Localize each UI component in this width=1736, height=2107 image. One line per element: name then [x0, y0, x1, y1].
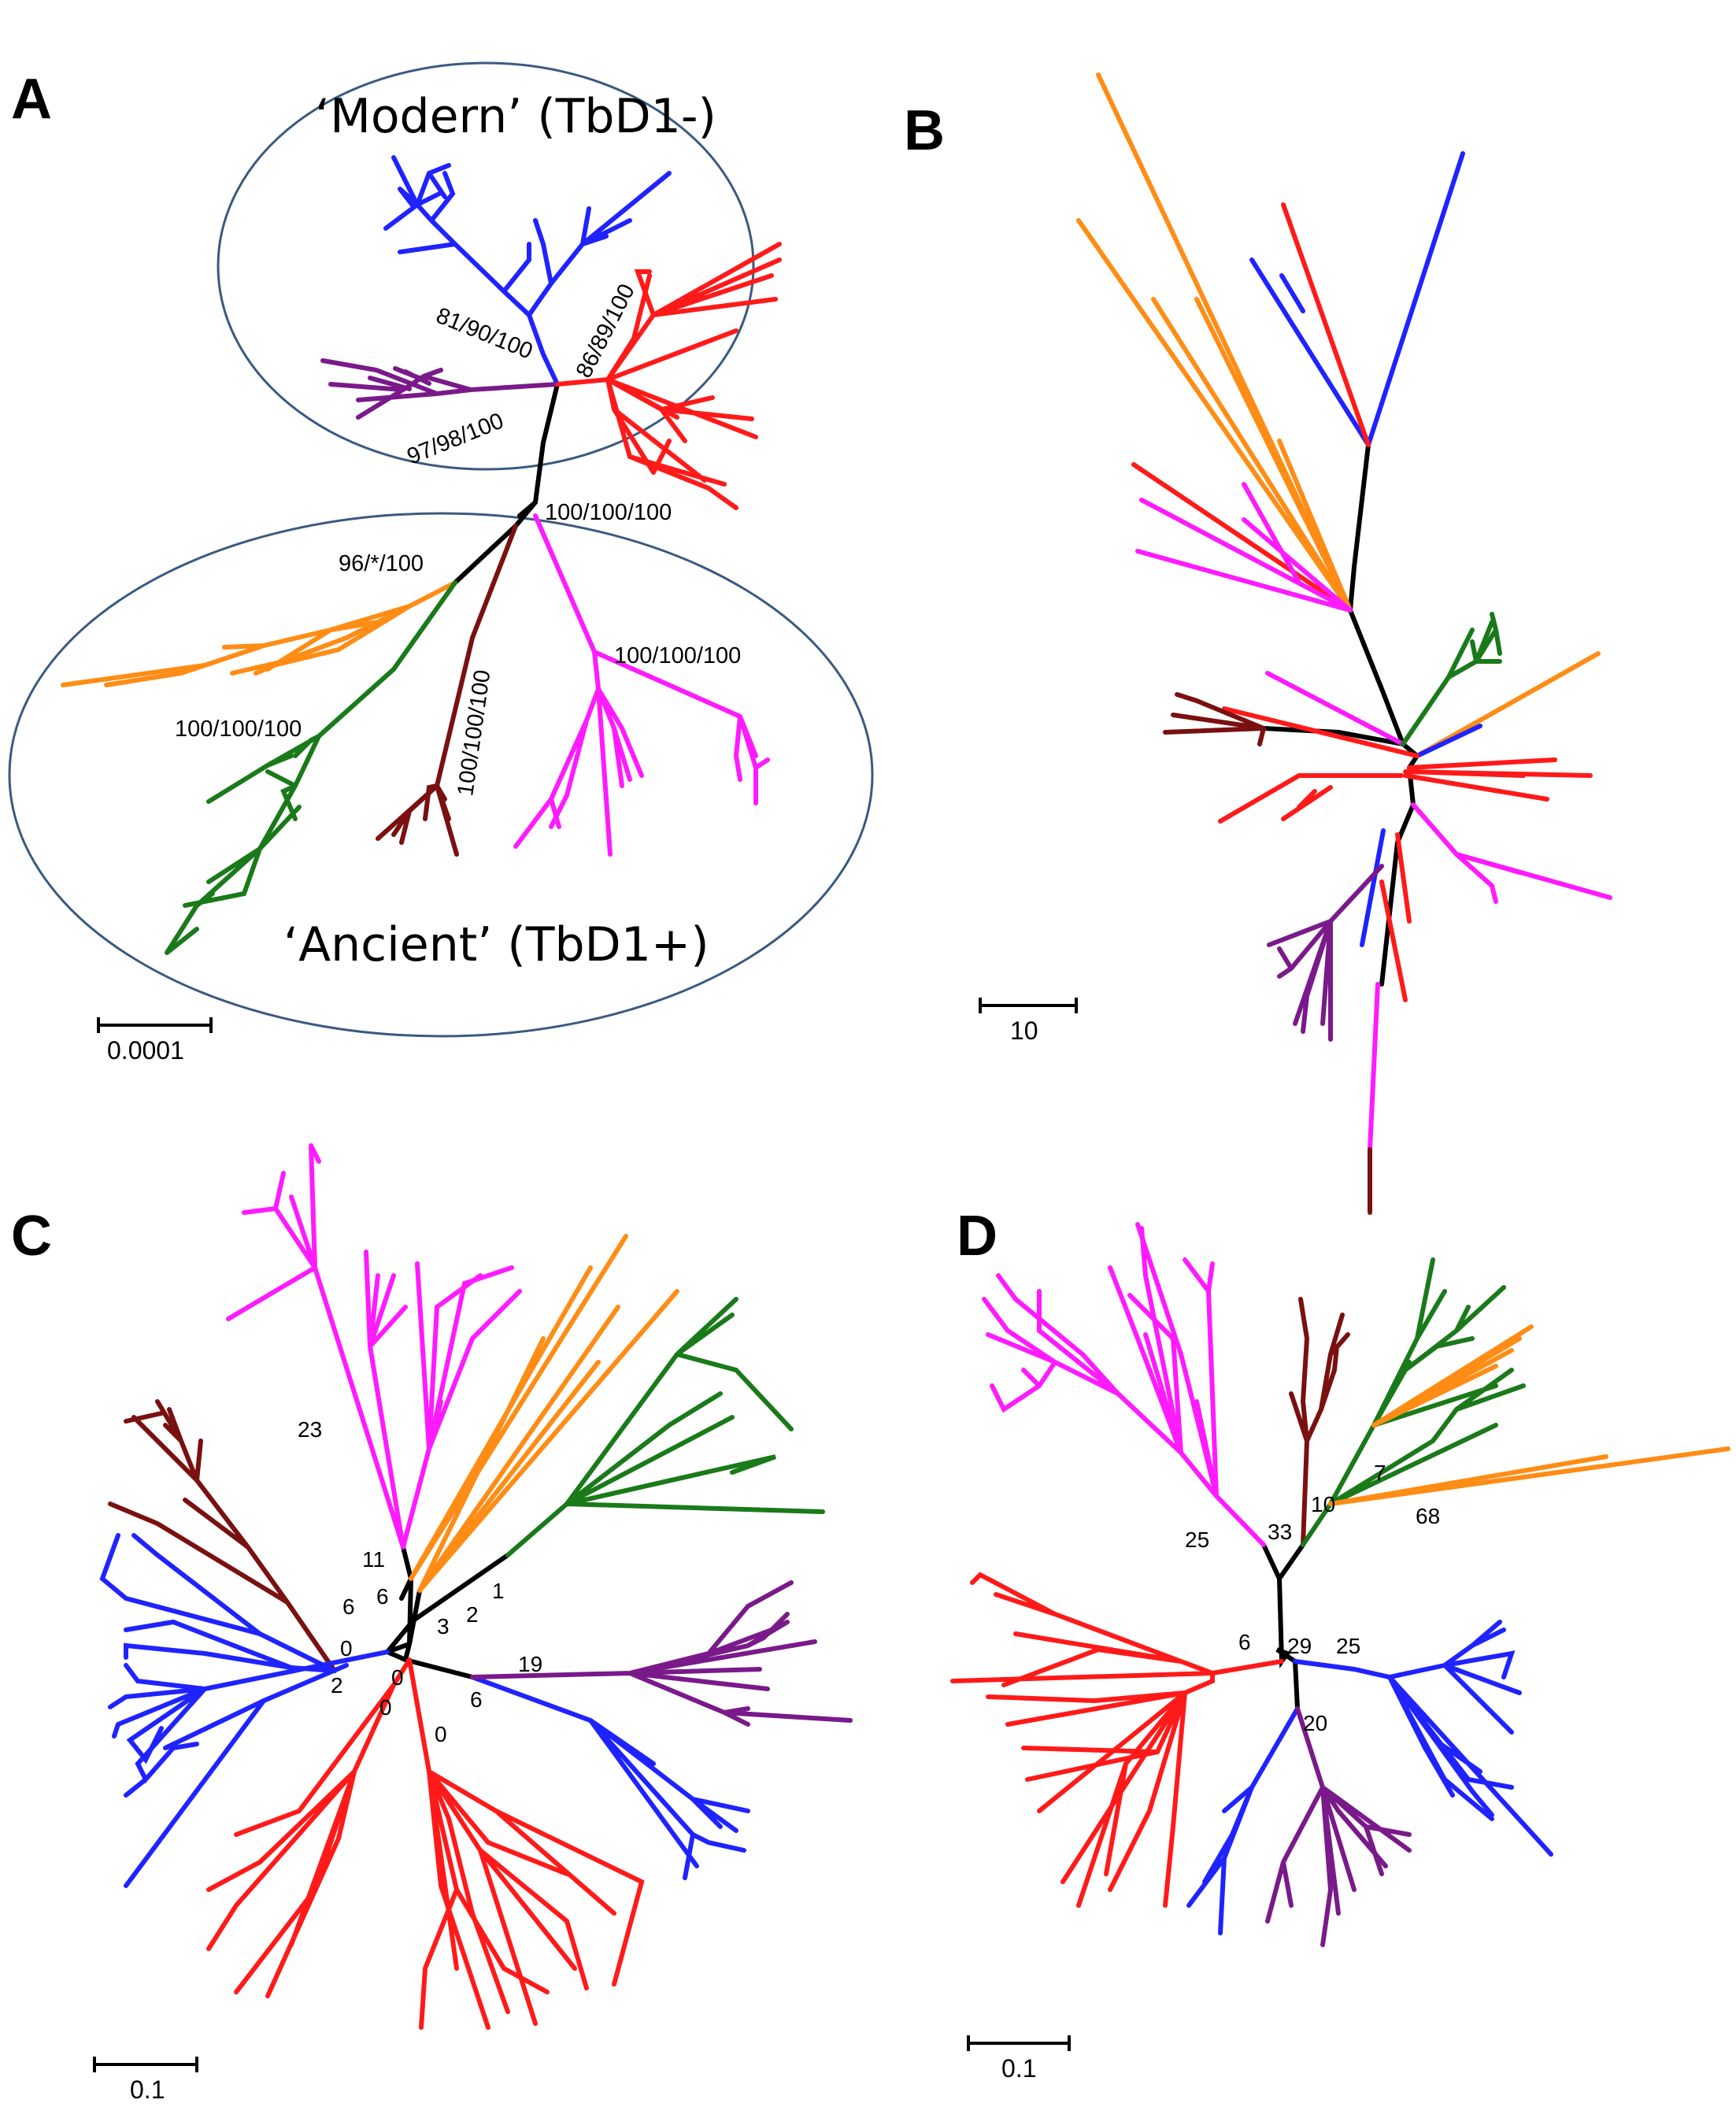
tree-b-magenta-branches	[1135, 482, 1612, 1152]
panel-b: B 10	[904, 72, 1612, 1215]
modern-group-ellipse	[217, 61, 755, 471]
tree-a-magenta-clade	[513, 513, 770, 857]
node-label-d-center-lower: 29	[1287, 1634, 1312, 1658]
scale-bar-a-label: 0.0001	[107, 1036, 184, 1065]
node-label-c-darkred: 6	[342, 1594, 355, 1619]
node-label-c-magenta: 23	[298, 1417, 322, 1442]
support-value-magenta-node: 100/100/100	[614, 643, 741, 668]
ancient-group-ellipse	[8, 512, 874, 1038]
tree-d-backbone	[1261, 1542, 1305, 1711]
tree-a-backbone-stub	[517, 500, 538, 518]
node-label-c-orange: 6	[376, 1584, 389, 1609]
node-label-c-orange-inner: 3	[437, 1614, 450, 1639]
tree-a-darkred-clade	[376, 524, 518, 857]
tree-a-support-values: 81/90/100 86/89/100 97/98/100 100/100/10…	[175, 280, 741, 798]
tree-a-purple-clade	[320, 358, 560, 420]
tree-c-blue-branches	[99, 1533, 750, 1888]
node-label-d-green: 10	[1311, 1492, 1335, 1516]
tree-b-branches	[1076, 72, 1612, 1215]
tree-d-red-branches	[950, 1572, 1284, 1908]
node-label-c-red-right: 0	[435, 1722, 447, 1746]
scale-bar-d-label: 0.1	[1001, 2054, 1036, 2083]
node-label-d-magenta: 25	[1185, 1527, 1209, 1552]
node-label-c-blue-lower: 2	[331, 1673, 343, 1698]
support-value-blue-node: 81/90/100	[432, 303, 536, 365]
panel-a: A ‘Modern’ (TbD1-) ‘Ancient’ (TbD1+) 8	[8, 61, 874, 1065]
support-value-purple-node: 97/98/100	[404, 408, 508, 469]
tree-c-green-branches	[505, 1297, 825, 1557]
scale-bar-c-label: 0.1	[130, 2076, 165, 2104]
panel-d-letter: D	[957, 1205, 998, 1268]
node-label-d-orange-inner: 7	[1374, 1461, 1386, 1485]
node-label-c-green-b: 1	[492, 1579, 505, 1603]
tree-d-branches	[950, 1222, 1730, 1947]
tree-c-magenta-branches	[226, 1143, 522, 1550]
tree-d-orange-branches	[1328, 1324, 1730, 1506]
tree-b-green-branches	[1401, 612, 1502, 746]
tree-d-purple-branches	[1265, 1706, 1412, 1947]
scale-bar-c: 0.1	[93, 2057, 198, 2104]
modern-group-label: ‘Modern’ (TbD1-)	[315, 89, 716, 144]
tree-c-branches	[99, 1143, 853, 2030]
scale-bar-a: 0.0001	[97, 1017, 213, 1065]
tree-c-red-branches	[206, 1657, 645, 2030]
tree-b-purple-branches	[1267, 864, 1384, 1042]
support-value-green-node: 100/100/100	[175, 717, 302, 742]
scale-bar-b: 10	[979, 998, 1078, 1045]
node-label-c-purple: 19	[518, 1652, 542, 1676]
tree-a-red-clade	[555, 242, 782, 510]
tree-c-purple-branches	[470, 1580, 853, 1727]
panel-a-letter: A	[11, 68, 52, 131]
tree-c-orange-branches	[409, 1234, 679, 1593]
tree-c-darkred-branches	[108, 1399, 337, 1673]
tree-d-magenta-branches	[982, 1222, 1266, 1547]
tree-b-red-branches	[1131, 202, 1593, 1002]
support-value-orange-green-node: 96/*/100	[339, 551, 424, 576]
node-label-c-purple-blue: 6	[470, 1687, 483, 1712]
tree-c-backbone	[380, 1545, 510, 1679]
tree-a-branches	[61, 155, 782, 955]
tree-d-blue-branches	[1186, 1620, 1553, 1935]
ancient-group-label: ‘Ancient’ (TbD1+)	[283, 917, 709, 972]
support-value-red-node: 86/89/100	[572, 280, 640, 382]
tree-b-orange-branches	[1076, 72, 1601, 758]
panel-c-letter: C	[11, 1205, 52, 1268]
node-label-d-purple: 20	[1303, 1711, 1327, 1735]
node-label-c-center: 0	[391, 1665, 404, 1690]
node-label-c-magenta-root: 11	[362, 1547, 385, 1572]
node-label-c-blue-upper: 0	[340, 1636, 353, 1661]
panel-b-letter: B	[904, 99, 945, 162]
tree-c-node-labels: 23 11 6 6 3 2 1 0 2 0 0 0 19 6	[298, 1417, 542, 1746]
scale-bar-d: 0.1	[967, 2035, 1071, 2083]
node-label-d-center-upper: 33	[1268, 1520, 1292, 1544]
tree-a-green-clade	[165, 580, 457, 955]
tree-b-backbone	[1347, 443, 1420, 987]
support-value-root-node: 100/100/100	[545, 500, 672, 525]
node-label-d-blue: 25	[1336, 1634, 1360, 1658]
panel-d: D 25 33 10 7 68 6 29 25 20 0.1	[950, 1205, 1730, 2083]
scale-bar-b-label: 10	[1010, 1016, 1038, 1045]
tree-d-darkred-branches	[1289, 1297, 1350, 1547]
node-label-d-red: 6	[1238, 1630, 1251, 1654]
panel-c: C 23 11 6 6 3 2 1 0 2 0 0 0 19 6	[11, 1143, 853, 2104]
tree-a-blue-clade	[383, 155, 672, 387]
tree-d-node-labels: 25 33 10 7 68 6 29 25 20	[1185, 1461, 1440, 1735]
node-label-c-green-a: 2	[466, 1602, 479, 1627]
tree-b-darkred-branches	[1163, 692, 1372, 1215]
node-label-d-orange-long: 68	[1416, 1504, 1440, 1528]
tree-a-orange-clade	[61, 580, 457, 687]
node-label-c-red-left: 0	[379, 1695, 392, 1720]
tree-b-blue-branches	[1249, 151, 1482, 947]
